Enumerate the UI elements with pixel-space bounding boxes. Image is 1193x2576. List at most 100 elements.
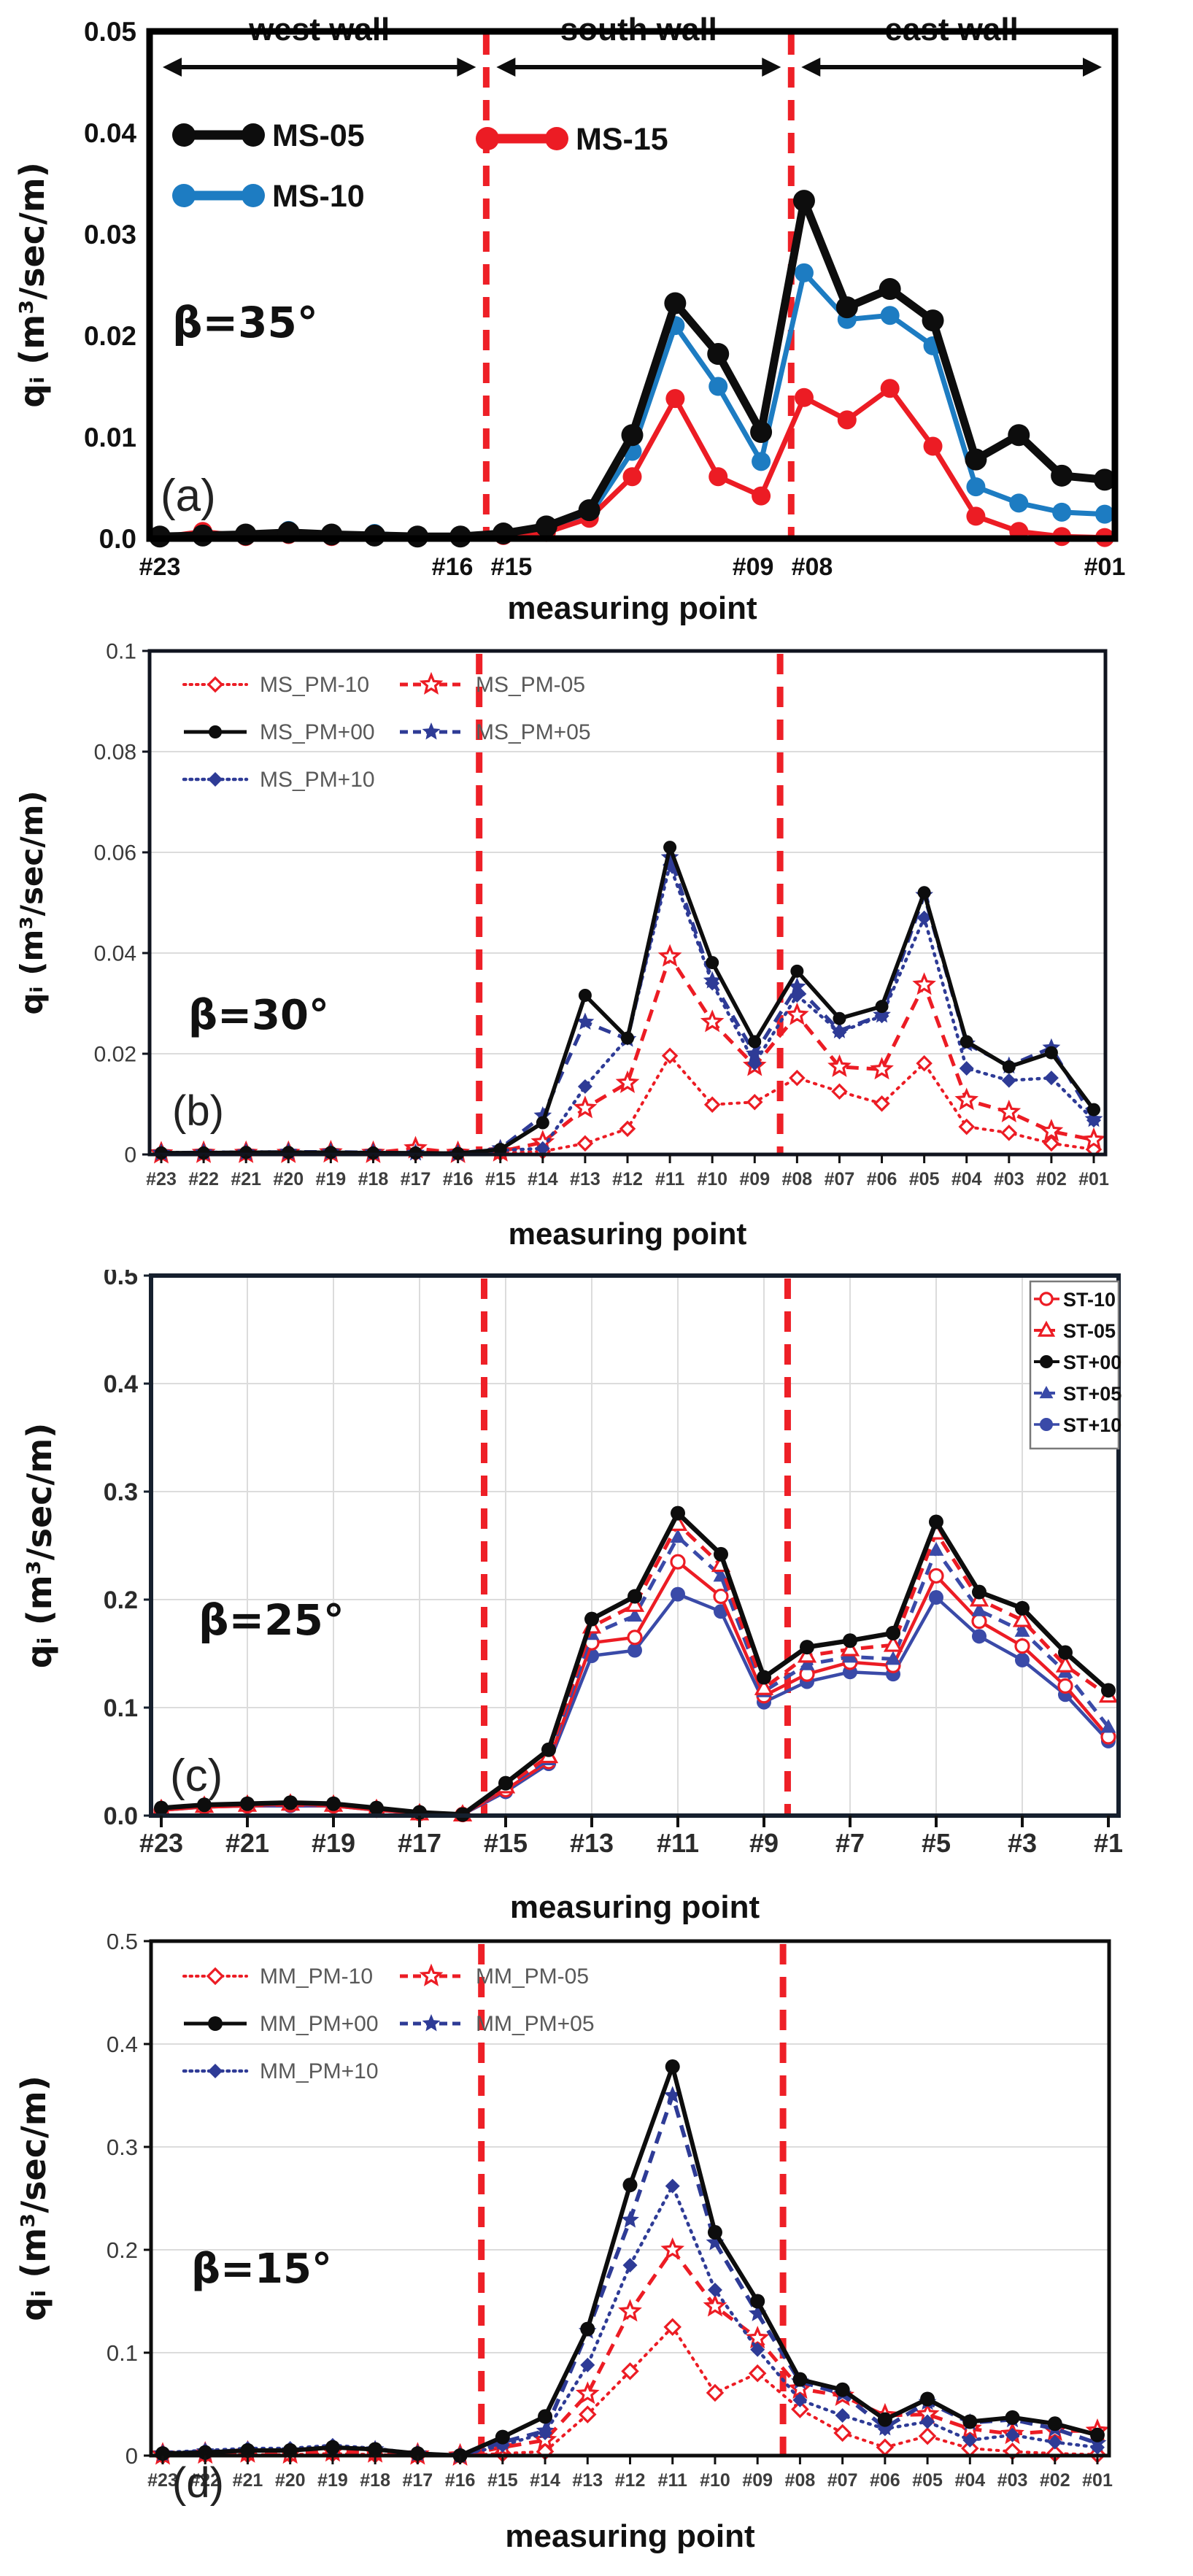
panel-letter-label: (d)	[172, 2459, 224, 2507]
x-tick-label-n21: #21	[225, 1828, 269, 1858]
legend-marker-MS-05	[172, 123, 196, 147]
point-MM_PM+05-#01	[1088, 2434, 1107, 2451]
point-MS-15-#05	[923, 436, 943, 456]
point-MS_PM-10-#08	[789, 1069, 806, 1087]
point-MS_PM+00-#07	[833, 1011, 846, 1025]
x-tick-label-n1: #1	[1094, 1828, 1123, 1858]
point-MS_PM+00-#09	[748, 1035, 762, 1049]
legend-item-MS-15: MS-15	[476, 122, 668, 157]
x-tick-label-n21: #21	[231, 1169, 261, 1189]
point-MS-10-#03	[1009, 493, 1029, 513]
point-MS-15-#04	[966, 506, 986, 526]
point-ST+00-#18	[369, 1800, 384, 1816]
x-tick-label-n08: #08	[785, 2470, 816, 2491]
y-tick-label: 0.08	[94, 741, 136, 765]
legend-marker-MS_PM-05	[419, 671, 444, 695]
beta-angle-label: β=25°	[198, 1595, 344, 1645]
point-MS-15-#10	[709, 467, 728, 487]
x-tick-label-n23: #23	[146, 1169, 177, 1189]
point-MS-05-#09	[750, 421, 773, 444]
legend-label-ST-05: ST-05	[1063, 1320, 1116, 1342]
point-MS_PM+00-#14	[536, 1116, 549, 1130]
point-ST-10-#11	[670, 1554, 686, 1570]
legend-marker-MS-15	[545, 127, 568, 150]
x-tick-label-n15: #15	[485, 1169, 516, 1189]
point-MS-15-#06	[880, 379, 900, 398]
point-MS_PM+10-#05	[916, 910, 932, 925]
point-MM_PM+00-#18	[368, 2442, 383, 2457]
x-axis-title: measuring point	[510, 1889, 760, 1925]
y-axis-title: qᵢ (m³/sec/m)	[14, 790, 50, 1014]
x-tick-label-n18: #18	[358, 1169, 389, 1189]
legend-label-MS_PM+10: MS_PM+10	[260, 768, 375, 792]
y-tick-label: 0.04	[94, 942, 136, 966]
point-MM_PM+00-#08	[792, 2372, 808, 2387]
point-MS-05-#10	[707, 343, 730, 366]
point-ST-10-#05	[928, 1567, 944, 1584]
point-MM_PM+00-#01	[1090, 2427, 1105, 2442]
y-axis-title: qᵢ (m³/sec/m)	[20, 1423, 59, 1669]
point-MM_PM+10-#08	[792, 2392, 808, 2407]
point-MM_PM-10-#13	[579, 2405, 597, 2423]
point-ST+10-#03	[1015, 1652, 1030, 1667]
arrow-right-head-icon	[457, 58, 476, 77]
point-MS_PM-05-#04	[954, 1087, 979, 1111]
point-MS_PM+05-#01	[1084, 1109, 1103, 1127]
point-MM_PM-05-#10	[703, 2294, 727, 2317]
point-MS-10-#10	[709, 377, 728, 396]
point-ST-10-#10	[713, 1588, 729, 1605]
point-MM_PM-10-#08	[791, 2400, 809, 2418]
point-ST+00-#20	[283, 1795, 298, 1810]
x-tick-label-n11: #11	[657, 1828, 699, 1858]
panel-letter-label: (b)	[172, 1087, 224, 1135]
point-MS_PM-10-#11	[661, 1047, 679, 1065]
legend-item-ST+05: ST+05	[1034, 1383, 1121, 1405]
point-MS-05-#14	[535, 515, 557, 538]
point-MM_PM+05-#10	[706, 2233, 725, 2251]
legend-label-MM_PM+10: MM_PM+10	[260, 2059, 379, 2083]
legend-marker-MS-05	[242, 123, 265, 147]
y-tick-label: 0.02	[94, 1043, 136, 1067]
x-tick-label-n06: #06	[867, 1169, 897, 1189]
legend-marker-MM_PM+05	[422, 2014, 441, 2032]
point-MS-15-#09	[752, 486, 771, 506]
point-MS_PM+05-#06	[873, 1005, 891, 1023]
x-tick-label-n03: #03	[997, 2470, 1028, 2491]
x-tick-label-n11: #11	[658, 2470, 687, 2491]
point-MM_PM-05-#11	[660, 2237, 685, 2260]
plot-border	[146, 28, 1119, 542]
point-ST+00-#12	[628, 1589, 642, 1604]
legend-label-MM_PM+00: MM_PM+00	[260, 2012, 379, 2036]
x-tick-label-n02: #02	[1036, 1169, 1067, 1189]
series-line-MS_PM-05	[161, 955, 1094, 1156]
legend-item-MM_PM-05: MM_PM-05	[400, 1963, 589, 1989]
x-tick-label-n16: #16	[443, 1169, 474, 1189]
point-MS_PM+00-#10	[706, 956, 719, 970]
legend-item-ST-05: ST-05	[1034, 1320, 1116, 1342]
point-ST+05-#10	[713, 1567, 729, 1582]
legend-label-MS-15: MS-15	[576, 122, 668, 157]
series-markers-MS_PM-10	[152, 1047, 1103, 1162]
point-MS_PM-05-#11	[657, 944, 682, 967]
x-tick-label-n02: #02	[1040, 2470, 1070, 2491]
x-tick-label-n12: #12	[615, 2470, 646, 2491]
x-tick-label-n05: #05	[912, 2470, 943, 2491]
point-ST-05-#08	[797, 1645, 817, 1663]
x-tick-label-n19: #19	[316, 1169, 347, 1189]
x-tick-label-n18: #18	[360, 2470, 390, 2491]
legend-item-MM_PM+05: MM_PM+05	[400, 2012, 595, 2036]
point-ST+00-#21	[240, 1796, 255, 1811]
point-MS_PM-05-#06	[870, 1057, 894, 1080]
y-tick-label: 0.06	[94, 841, 136, 865]
point-ST+00-#13	[584, 1611, 599, 1627]
point-ST+10-#04	[972, 1629, 987, 1644]
point-MM_PM+00-#03	[1005, 2410, 1020, 2425]
x-tick-label-n04: #04	[954, 2470, 985, 2491]
point-ST-10-#02	[1057, 1678, 1073, 1694]
point-ST+00-#14	[541, 1742, 556, 1757]
point-MS_PM-05-#10	[700, 1009, 725, 1033]
legend-marker-ST-10	[1039, 1292, 1054, 1306]
x-tick-label-n5: #5	[922, 1828, 951, 1858]
point-MS_PM-10-#10	[703, 1096, 721, 1113]
panel-c-chart: 0.0 0.1 0.2 0.3 0.4 0.5 #23 #21 #19 #17 #15 #13 #11 #…	[20, 1270, 1123, 1925]
